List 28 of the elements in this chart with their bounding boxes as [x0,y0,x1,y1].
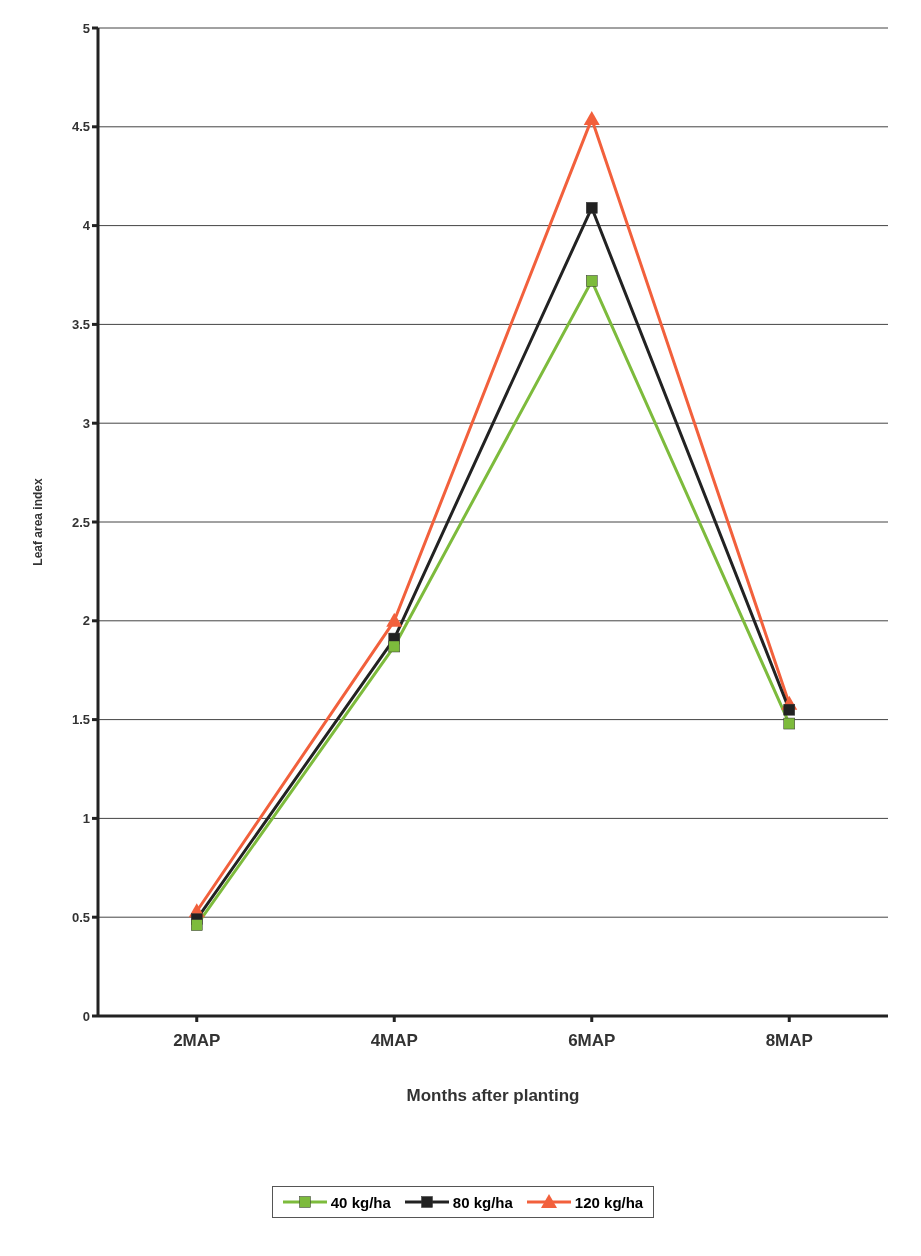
x-axis-title: Months after planting [406,1086,580,1105]
legend-label: 120 kg/ha [574,1193,644,1211]
y-axis-title: Leaf area index [31,477,46,566]
x-tick-label: 6MAP [568,1031,616,1051]
point [583,110,600,125]
y-tick-label: 1 [82,811,90,827]
x-tick-label: 8MAP [765,1031,813,1051]
point [783,703,795,716]
point [388,640,400,653]
y-tick-label: 1.5 [71,712,90,728]
y-tick-label: 0.5 [71,909,90,925]
y-tick-label: 3.5 [71,317,90,333]
y-tick-label: 0 [82,1008,90,1024]
x-tick-label: 4MAP [370,1031,418,1051]
point [191,919,203,931]
point [386,612,403,627]
y-tick-label: 5 [82,20,90,36]
point [783,717,795,730]
y-tick-label: 2.5 [71,514,90,530]
point [586,202,598,214]
y-tick-label: 2 [82,613,90,629]
legend-label: 40 kg/ha [330,1193,391,1211]
x-tick-label: 2MAP [173,1031,221,1051]
y-tick-label: 4.5 [71,119,90,135]
y-tick-label: 4 [82,218,91,234]
y-tick-label: 3 [82,415,90,431]
legend-label: 80 kg/ha [452,1193,513,1211]
point [586,275,598,287]
